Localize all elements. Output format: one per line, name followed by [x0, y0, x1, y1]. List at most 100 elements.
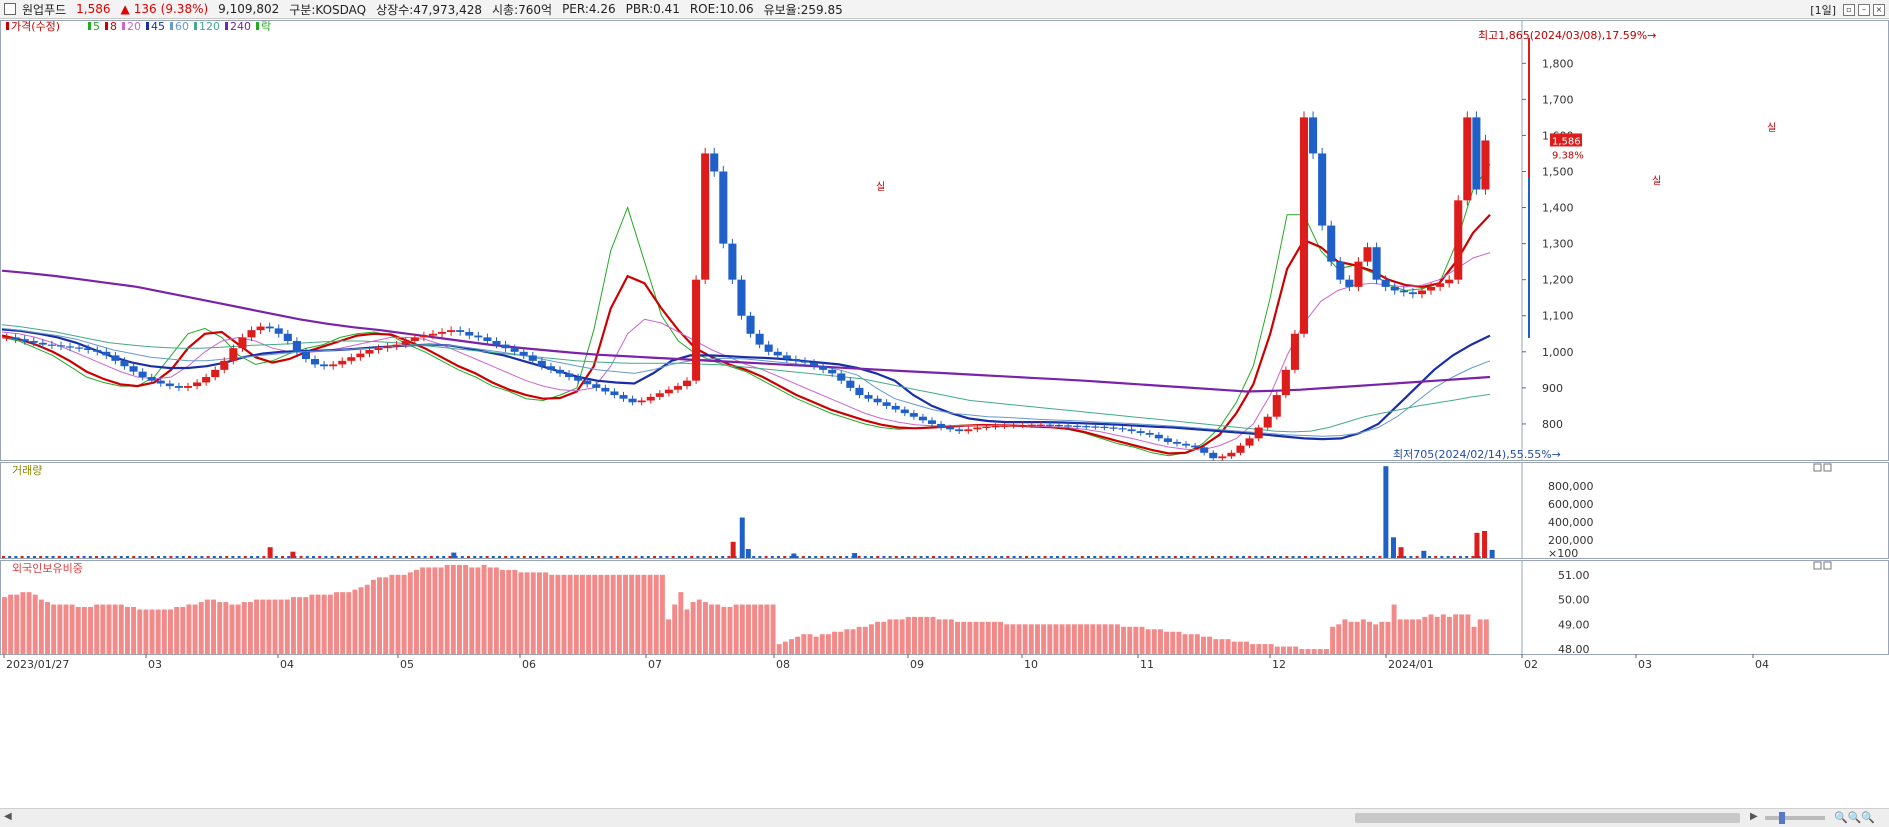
foreign-bar [346, 592, 352, 654]
volume-bar [1037, 556, 1041, 558]
stock-name[interactable]: 원업푸드 [22, 2, 67, 17]
volume-bar [150, 556, 154, 558]
foreign-bar [1274, 646, 1280, 654]
volume-bar [1111, 556, 1115, 558]
foreign-bar [487, 567, 493, 654]
volume-bar [925, 556, 929, 558]
candle-body [1172, 441, 1182, 444]
volume-bar [764, 556, 768, 558]
volume-bar [1068, 556, 1072, 558]
foreign-bar [1459, 614, 1465, 654]
foreign-bar [1262, 644, 1268, 654]
volume-bar [1440, 556, 1444, 558]
foreign-bar [653, 574, 659, 654]
foreign-bar [758, 604, 764, 654]
candle-body [574, 377, 583, 381]
volume-bar [8, 556, 12, 558]
x-tick-label: 03 [148, 658, 162, 671]
foreign-bar [1102, 624, 1108, 654]
candle-body [819, 366, 828, 370]
candle-body [501, 344, 510, 349]
foreign-bar [733, 604, 739, 654]
foreign-bar [1293, 646, 1299, 654]
panel-close-icon [1823, 463, 1832, 472]
candle-body [1154, 434, 1163, 439]
event-marker: 실 [1652, 175, 1661, 187]
high-annotation: 최고1,865(2024/03/08),17.59%→ [1478, 29, 1656, 42]
scroll-thumb[interactable] [1355, 813, 1740, 823]
x-tick-label: 09 [910, 658, 924, 671]
candle-body [1136, 431, 1145, 433]
volume-bar [169, 556, 173, 558]
candle-body [1127, 429, 1136, 432]
candle-body [66, 346, 75, 348]
stock-chart[interactable]: 8009001,0001,1001,2001,3001,4001,5001,60… [0, 18, 1889, 808]
volume-bar [578, 556, 582, 558]
chart-scrollbar[interactable]: ◀ ▶ 🔍🔍🔍 [0, 808, 1889, 827]
ma-line-60 [1, 327, 1491, 437]
foreign-bar [1078, 624, 1083, 654]
volume-bar [1390, 537, 1396, 558]
volume-bar [932, 556, 935, 558]
candle-body [111, 355, 120, 361]
panel-checkbox[interactable] [4, 3, 16, 15]
foreign-bar [1299, 649, 1305, 654]
volume-bar [101, 556, 105, 558]
foreign-bar [407, 572, 413, 654]
foreign-bar [936, 619, 942, 654]
volume-bar [1130, 556, 1134, 558]
restore-icon[interactable]: ▫ [1843, 4, 1855, 16]
foreign-bar [124, 607, 130, 654]
candle-body [1472, 117, 1481, 190]
volume-bar [1080, 556, 1084, 558]
legend-label: 락 [261, 20, 271, 33]
candle-body [401, 340, 410, 345]
scroll-right-arrow-icon[interactable]: ▶ [1750, 811, 1758, 822]
foreign-bar [752, 604, 758, 654]
volume-bar [653, 556, 656, 558]
period-button[interactable]: [1일] [1810, 4, 1836, 17]
foreign-bar [432, 567, 438, 654]
x-tick-label: 06 [522, 658, 536, 671]
minimize-icon[interactable]: – [1858, 4, 1870, 16]
volume-bar [516, 556, 520, 558]
ma-line-5 [1, 164, 1491, 457]
volume-bar [392, 556, 396, 558]
scroll-left-arrow-icon[interactable]: ◀ [4, 811, 12, 822]
zoom-slider[interactable] [1765, 811, 1825, 824]
candle-body [673, 386, 682, 390]
volume-bar [349, 556, 353, 558]
candle-body [428, 333, 438, 336]
volume-bar [1482, 531, 1488, 558]
foreign-bar [1428, 614, 1434, 654]
foreign-bar [616, 574, 622, 654]
foreign-bar [1145, 629, 1151, 654]
market-cap: 시총:760억 [491, 2, 553, 17]
foreign-bar [912, 616, 917, 654]
volume-bar [355, 556, 359, 558]
foreign-bar [856, 626, 862, 654]
candle-body [1000, 425, 1009, 427]
volume-bar [1000, 556, 1004, 558]
foreign-bar [985, 621, 991, 654]
foreign-bar [567, 574, 573, 654]
candle-body [519, 351, 528, 356]
foreign-bar [813, 636, 819, 654]
foreign-bar [100, 604, 106, 654]
zoom-icons[interactable]: 🔍🔍🔍 [1834, 811, 1876, 824]
close-icon[interactable]: × [1873, 4, 1885, 16]
foreign-bar [450, 564, 456, 654]
candle-body [610, 391, 619, 396]
foreign-bar [1004, 624, 1010, 654]
foreign-bar [1127, 626, 1133, 654]
volume-bar [1347, 556, 1351, 558]
foreign-bar [1084, 624, 1090, 654]
foreign-bar [1139, 626, 1145, 654]
candle-body [628, 398, 637, 403]
candle-body [664, 389, 673, 394]
price-tag-box [1550, 133, 1582, 147]
legend-label: 20 [127, 20, 141, 33]
candle-body [38, 342, 47, 345]
volume-bar [1018, 556, 1022, 558]
foreign-bar [850, 629, 856, 654]
